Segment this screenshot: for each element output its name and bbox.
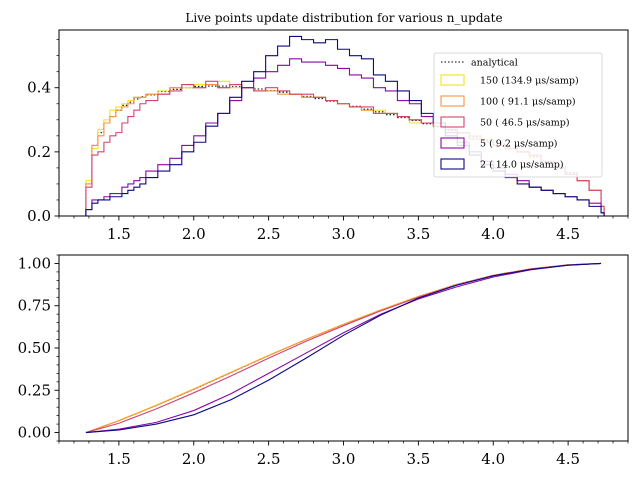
cdf-panel: 1.5 2.0 2.5 3.0 3.5 4.0 4.5 0.00 0.25 0.50 0.75 1.0… <box>18 254 629 468</box>
hist-series-line-5 <box>85 35 605 216</box>
hist-x-tick-label: 2.0 <box>182 225 206 243</box>
hist-y-tick-label: 0.0 <box>27 207 51 225</box>
cdf-x-tick-label: 3.5 <box>406 450 430 468</box>
cdf-x-tick-label: 1.5 <box>107 450 131 468</box>
legend-label-4: 5 ( 9.2 μs/samp) <box>480 139 558 150</box>
legend-swatch-1 <box>440 74 465 86</box>
legend-swatch-2 <box>440 95 465 107</box>
legend: analytical 150 (134.9 μs/samp) 100 ( 91.1 … <box>433 52 603 178</box>
legend-swatch-5 <box>440 158 465 170</box>
hist-x-tick-label: 3.0 <box>332 225 356 243</box>
legend-swatch-4 <box>440 137 465 149</box>
cdf-y-tick-label: 0.50 <box>18 339 51 357</box>
cdf-series-line-1 <box>85 262 602 434</box>
hist-x-tick-label: 2.5 <box>257 225 281 243</box>
legend-label-1: 150 (134.9 μs/samp) <box>480 76 579 87</box>
cdf-x-tick-label: 4.5 <box>556 450 580 468</box>
cdf-series-line-0 <box>85 262 602 434</box>
legend-label-0: analytical <box>471 58 518 69</box>
cdf-y-tick-label: 0.00 <box>18 424 51 442</box>
cdf-y-tick-label: 0.25 <box>18 381 51 399</box>
histogram-plot-area: 1.5 2.0 2.5 3.0 3.5 4.0 4.5 0.0 0.2 0.4 analytical… <box>27 29 629 243</box>
cdf-x-tick-label: 2.5 <box>257 450 281 468</box>
legend-label-5: 2 ( 14.0 μs/samp) <box>480 160 564 171</box>
cdf-x-tick-label: 2.0 <box>182 450 206 468</box>
hist-y-tick-label: 0.2 <box>27 143 51 161</box>
cdf-x-tick-label: 3.0 <box>332 450 356 468</box>
chart-title: Live points update distribution for vari… <box>185 11 502 25</box>
legend-label-2: 100 ( 91.1 μs/samp) <box>480 97 576 108</box>
cdf-series-line-2 <box>85 262 602 434</box>
legend-label-3: 50 ( 46.5 μs/samp) <box>480 118 570 129</box>
cdf-series-line-4 <box>85 262 602 434</box>
cdf-plot-area: 1.5 2.0 2.5 3.0 3.5 4.0 4.5 0.00 0.25 0.50 0.75 1.0… <box>18 254 629 468</box>
cdf-series-line-5 <box>85 262 602 434</box>
hist-x-tick-label: 4.0 <box>481 225 505 243</box>
hist-x-tick-label: 4.5 <box>556 225 580 243</box>
legend-frame <box>433 52 603 178</box>
hist-y-tick-label: 0.4 <box>27 79 51 97</box>
hist-x-tick-label: 3.5 <box>406 225 430 243</box>
histogram-panel: Live points update distribution for vari… <box>27 11 629 243</box>
legend-swatch-3 <box>440 116 465 128</box>
cdf-y-tick-label: 0.75 <box>18 297 51 315</box>
cdf-y-tick-label: 1.00 <box>18 254 51 272</box>
cdf-x-tick-label: 4.0 <box>481 450 505 468</box>
hist-x-tick-label: 1.5 <box>107 225 131 243</box>
cdf-series-line-3 <box>85 262 602 434</box>
